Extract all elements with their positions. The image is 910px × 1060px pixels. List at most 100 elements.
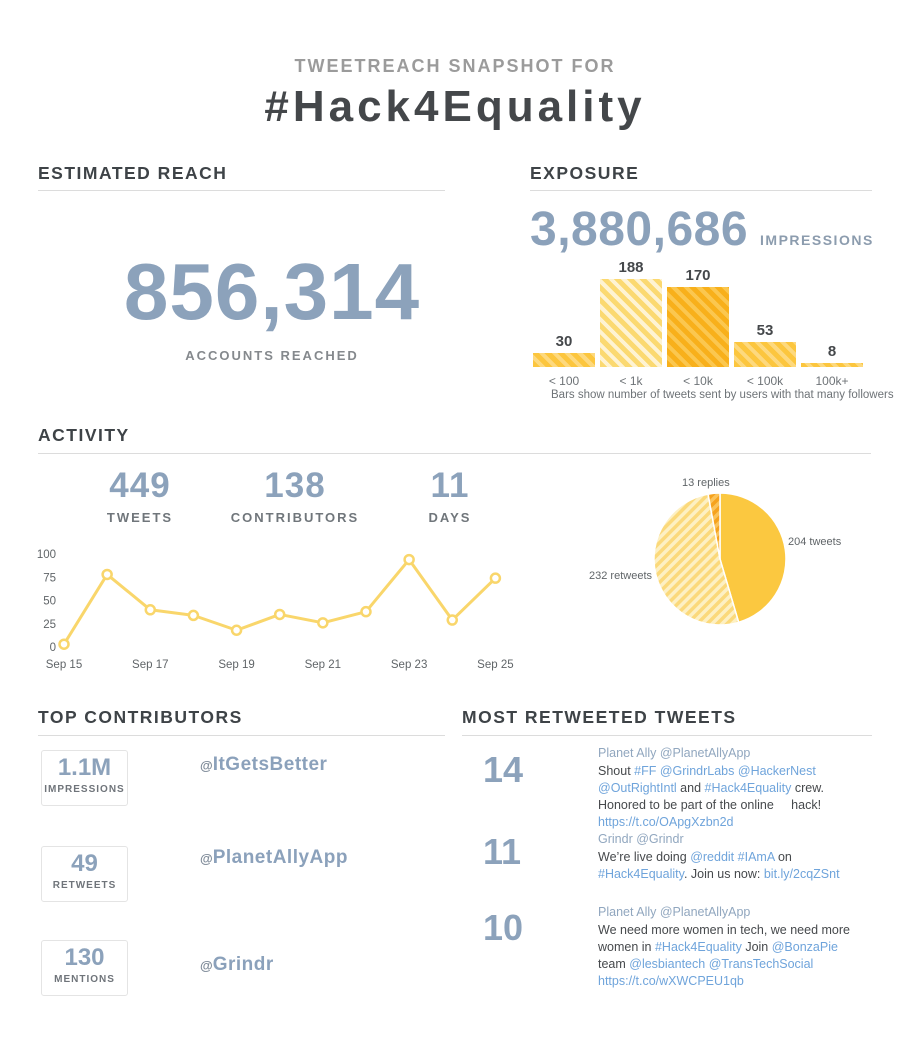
tweet-text: and [676, 780, 705, 795]
bar [667, 287, 729, 367]
bar-category-label: < 100 [548, 374, 580, 388]
tweet-link[interactable]: #FF [634, 764, 657, 778]
bar-value-label: 30 [555, 333, 573, 350]
y-axis-tick: 0 [50, 642, 56, 654]
x-axis-tick: Sep 15 [46, 659, 82, 671]
stat-contributors: 138 CONTRIBUTORS [230, 468, 360, 525]
contributor-handle-itgetsbetter[interactable]: @ItGetsBetter [200, 754, 327, 776]
tweet-text: crew. Honored to be part of the online h… [598, 780, 825, 812]
bar-category-label: < 1k [619, 374, 643, 388]
section-title-exposure: EXPOSURE [530, 163, 640, 183]
tweet-author[interactable]: Planet Ally @PlanetAllyApp [598, 905, 751, 919]
tweet-link[interactable]: @HackerNest [737, 764, 816, 778]
contributor-name: Grindr [212, 954, 274, 975]
divider-top-contributors [38, 735, 445, 736]
y-axis-tick: 100 [37, 549, 56, 561]
bar [734, 342, 796, 367]
bar-chart-caption: Bars show number of tweets sent by users… [551, 389, 894, 401]
accounts-reached-label: ACCOUNTS REACHED [185, 348, 359, 363]
x-axis-tick: Sep 25 [477, 659, 513, 671]
bar-value-label: 53 [756, 322, 774, 339]
x-axis-tick: Sep 19 [218, 659, 254, 671]
report-eyebrow: TWEETREACH SNAPSHOT FOR [294, 56, 616, 76]
contributor-handle-planetallyapp[interactable]: @PlanetAllyApp [200, 847, 348, 869]
tweet-link[interactable]: @TransTechSocial [708, 956, 814, 971]
bar-group-100k: 8 100k+ [801, 257, 863, 388]
tweet-link[interactable]: @BonzaPie [771, 939, 838, 954]
tweet-link[interactable]: bit.ly/2cqZSnt [763, 866, 840, 881]
bar-group-10k: 170 < 10k [667, 257, 729, 388]
tweet-link[interactable]: #IAmA [737, 850, 775, 864]
tweet-link[interactable]: https://t.co/OApgXzbn2d [598, 814, 734, 829]
tweet-link[interactable]: @reddit [690, 850, 735, 864]
line-point-Sep-22 [360, 605, 372, 618]
tweet-text: on [774, 850, 792, 864]
tweet-text: Join [741, 939, 772, 954]
tweet-link[interactable]: @OutRightIntl [598, 780, 677, 795]
contributor-metric-label: IMPRESSIONS [44, 784, 125, 795]
section-title-activity: ACTIVITY [38, 425, 130, 445]
contributor-handle-grindr[interactable]: @Grindr [200, 954, 274, 976]
tweet-author[interactable]: Planet Ally @PlanetAllyApp [598, 746, 751, 760]
pie-slice-tweets [719, 492, 787, 624]
stat-days: 11 DAYS [385, 468, 515, 525]
tweet-item: Planet Ally @PlanetAllyApp Shout #FF @Gr… [598, 746, 860, 831]
stat-tweets-value: 449 [109, 466, 171, 505]
at-symbol: @ [200, 851, 213, 866]
bar-value-label: 188 [618, 259, 644, 276]
tweet-types-pie-chart [650, 489, 790, 634]
y-axis-tick: 75 [43, 572, 56, 584]
tweet-text: Shout [598, 764, 635, 778]
section-title-top-contributors: TOP CONTRIBUTORS [38, 707, 243, 727]
section-title-estimated-reach: ESTIMATED REACH [38, 163, 228, 183]
bar [801, 363, 863, 367]
line-point-Sep-23 [403, 553, 415, 566]
stat-contributors-label: CONTRIBUTORS [230, 510, 360, 525]
stat-tweets: 449 TWEETS [75, 468, 205, 525]
contributor-metric-value: 49 [71, 850, 98, 877]
contributor-metric-mentions: 130 MENTIONS [41, 940, 128, 996]
line-point-Sep-21 [317, 617, 329, 629]
stat-contributors-value: 138 [264, 466, 326, 505]
pie-label-retweets: 232 retweets [589, 570, 652, 582]
divider-activity [38, 453, 871, 454]
contributor-metric-value: 1.1M [57, 754, 112, 781]
pie-slice-replies [707, 492, 721, 560]
impressions-row: 3,880,686 IMPRESSIONS [530, 206, 874, 254]
tweet-item: Grindr @Grindr We’re live doing @reddit … [598, 832, 860, 883]
tweet-retweet-count: 11 [483, 831, 522, 872]
tweet-retweet-count: 14 [483, 749, 524, 790]
line-point-Sep-19 [230, 624, 243, 637]
stat-days-label: DAYS [428, 510, 472, 525]
at-symbol: @ [200, 958, 213, 973]
bar [533, 353, 595, 367]
divider-most-retweeted [462, 735, 872, 736]
line-point-Sep-17 [144, 604, 157, 616]
bar-category-label: < 100k [746, 374, 784, 388]
tweet-text: team [598, 956, 630, 971]
impressions-value: 3,880,686 [530, 203, 749, 256]
tweet-link[interactable]: https://t.co/wXWCPEU1qb [598, 973, 744, 988]
page-title: #Hack4Equality [264, 82, 646, 131]
tweet-text: . Join us now: [683, 866, 764, 881]
contributor-metric-label: MENTIONS [54, 974, 115, 985]
bar-value-label: 170 [685, 267, 711, 284]
tweet-link[interactable]: #Hack4Equality [654, 939, 742, 954]
stat-tweets-label: TWEETS [106, 510, 174, 525]
bar [600, 279, 662, 367]
tweet-link[interactable]: #Hack4Equality [598, 866, 684, 881]
contributor-metric-impressions: 1.1M IMPRESSIONS [41, 750, 128, 806]
tweet-link[interactable]: #Hack4Equality [704, 780, 792, 795]
y-axis-tick: 50 [43, 596, 56, 608]
tweet-link[interactable]: @lesbiantech [629, 956, 706, 971]
at-symbol: @ [200, 758, 213, 773]
tweet-author[interactable]: Grindr @Grindr [598, 832, 684, 846]
contributor-metric-label: RETWEETS [52, 880, 117, 891]
tweet-link[interactable]: @GrindrLabs [659, 764, 735, 778]
line-chart-svg: 100 75 50 25 0 Sep 15 Sep 17 Sep 19 Sep 21 Sep 23… [37, 549, 514, 671]
divider-exposure [530, 190, 872, 191]
pie-label-tweets: 204 tweets [788, 536, 842, 548]
tweet-text: We’re live doing [598, 850, 691, 864]
pie-label-replies: 13 replies [682, 477, 730, 489]
